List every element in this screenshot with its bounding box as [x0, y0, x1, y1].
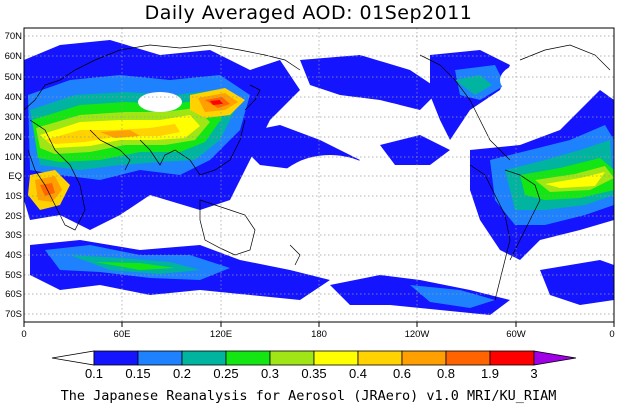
credit-line: The Japanese Reanalysis for Aerosol (JRA… — [60, 388, 557, 404]
lon-label: 120E — [210, 329, 232, 340]
colorbar-label: 3 — [530, 366, 537, 381]
lat-label: 60N — [5, 51, 23, 62]
lat-label: 70S — [5, 309, 22, 320]
colorbar-label: 0.8 — [437, 366, 455, 381]
lat-label: 40N — [5, 92, 23, 103]
colorbar-swatch — [225, 350, 271, 366]
colorbar-label: 0.2 — [173, 366, 191, 381]
colorbar-low-triangle — [51, 350, 95, 366]
lat-label: 20N — [5, 132, 23, 143]
colorbar-swatch — [181, 350, 227, 366]
colorbar-swatch — [137, 350, 183, 366]
colorbar-swatch — [401, 350, 447, 366]
colorbar-high-triangle — [533, 350, 577, 366]
lat-label: 50N — [5, 72, 23, 83]
colorbar-swatch — [93, 350, 139, 366]
colorbar-label: 0.15 — [125, 366, 150, 381]
colorbar-label: 0.6 — [393, 366, 411, 381]
lat-label: EQ — [8, 171, 22, 182]
aod-field — [24, 40, 614, 315]
lat-label: 70N — [5, 31, 23, 42]
lon-label: 60W — [506, 329, 526, 340]
lon-label: 0 — [21, 329, 26, 340]
lat-label: 40S — [5, 250, 22, 261]
lon-labels: 0 60E 120E 180 120W 60W 0 — [21, 329, 614, 340]
lat-label: 30N — [5, 112, 23, 123]
coastlines — [24, 44, 611, 301]
lat-label: 60S — [5, 289, 22, 300]
colorbar-label: 0.25 — [213, 366, 238, 381]
ticks — [23, 322, 615, 327]
lon-label: 120W — [405, 329, 430, 340]
colorbar-swatch — [357, 350, 403, 366]
colorbar-label: 1.9 — [481, 366, 499, 381]
colorbar-label: 0.4 — [349, 366, 367, 381]
lat-label: 20S — [5, 211, 22, 222]
lat-labels: 70N 60N 50N 40N 30N 20N 10N EQ 10S 20S 3… — [5, 31, 23, 320]
colorbar-swatch — [269, 350, 315, 366]
colorbar-label: 0.1 — [85, 366, 103, 381]
map-title: Daily Averaged AOD: 01Sep2011 — [144, 2, 473, 24]
lon-label: 0 — [609, 329, 614, 340]
lat-label: 50S — [5, 270, 22, 281]
lat-label: 10N — [5, 152, 23, 163]
colorbar-swatch — [445, 350, 491, 366]
colorbar-label: 0.35 — [301, 366, 326, 381]
colorbar-swatch — [489, 350, 535, 366]
colorbar: 0.1 0.15 0.2 0.25 0.3 0.35 0.4 0.6 0.8 1.9 3 — [51, 350, 577, 381]
colorbar-swatch — [313, 350, 359, 366]
colorbar-label: 0.3 — [261, 366, 279, 381]
lat-label: 30S — [5, 230, 22, 241]
grid — [24, 28, 614, 322]
lat-label: 10S — [5, 191, 22, 202]
lon-label: 180 — [311, 329, 327, 340]
lon-label: 60E — [114, 329, 131, 340]
